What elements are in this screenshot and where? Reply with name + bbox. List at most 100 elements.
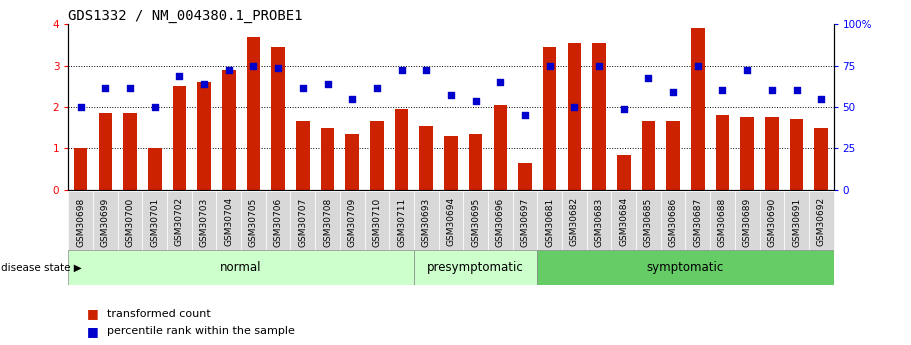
Text: GSM30699: GSM30699 [101,197,110,247]
FancyBboxPatch shape [340,191,364,250]
Text: symptomatic: symptomatic [647,261,724,274]
Bar [321,128,334,190]
Point [789,88,804,93]
Point [641,75,656,81]
Text: transformed count: transformed count [107,309,210,319]
Point [98,86,113,91]
Point [666,90,681,95]
Point [321,81,335,87]
Bar [494,105,507,190]
FancyBboxPatch shape [142,191,167,250]
Text: GSM30695: GSM30695 [471,197,480,247]
Text: GSM30711: GSM30711 [397,197,406,247]
Point [567,104,581,110]
Bar [518,163,532,190]
Bar [568,43,581,190]
Text: GSM30701: GSM30701 [150,197,159,247]
Text: ■: ■ [87,325,98,338]
FancyBboxPatch shape [191,191,217,250]
Text: GSM30700: GSM30700 [126,197,135,247]
Text: GSM30705: GSM30705 [249,197,258,247]
Point [592,63,607,68]
Bar [247,37,261,190]
Point [74,104,88,110]
Text: GSM30688: GSM30688 [718,197,727,247]
Bar [469,134,483,190]
FancyBboxPatch shape [636,191,660,250]
FancyBboxPatch shape [68,191,93,250]
Point [394,67,409,72]
Text: percentile rank within the sample: percentile rank within the sample [107,326,294,336]
FancyBboxPatch shape [660,191,685,250]
Bar [790,119,804,190]
Text: GSM30692: GSM30692 [817,197,825,246]
FancyBboxPatch shape [414,250,537,285]
Point [295,86,310,91]
FancyBboxPatch shape [68,250,414,285]
FancyBboxPatch shape [711,191,735,250]
FancyBboxPatch shape [118,191,142,250]
Text: GSM30710: GSM30710 [373,197,382,247]
Text: normal: normal [220,261,261,274]
FancyBboxPatch shape [685,191,711,250]
Text: GSM30702: GSM30702 [175,197,184,246]
Bar [123,113,137,190]
Bar [543,47,557,190]
FancyBboxPatch shape [488,191,513,250]
Bar [716,115,730,190]
Text: GSM30682: GSM30682 [570,197,578,246]
Text: GSM30709: GSM30709 [348,197,357,247]
Text: GSM30708: GSM30708 [323,197,332,247]
Text: GSM30694: GSM30694 [446,197,456,246]
Bar [445,136,457,190]
Bar [741,117,754,190]
Point [419,67,434,72]
FancyBboxPatch shape [513,191,537,250]
FancyBboxPatch shape [217,191,241,250]
Bar [691,28,704,190]
Text: disease state ▶: disease state ▶ [1,263,82,272]
Bar [222,70,236,190]
FancyBboxPatch shape [364,191,389,250]
FancyBboxPatch shape [167,191,191,250]
Bar [765,117,779,190]
Point [617,106,631,112]
Point [740,67,754,72]
FancyBboxPatch shape [438,191,464,250]
FancyBboxPatch shape [464,191,488,250]
Bar [296,121,310,190]
FancyBboxPatch shape [266,191,291,250]
Point [715,88,730,93]
Bar [198,82,210,190]
FancyBboxPatch shape [291,191,315,250]
FancyBboxPatch shape [389,191,414,250]
Point [246,63,261,68]
Text: GSM30684: GSM30684 [619,197,629,246]
Text: GSM30690: GSM30690 [767,197,776,247]
Bar [617,155,630,190]
FancyBboxPatch shape [93,191,118,250]
Point [814,96,828,101]
Text: GSM30706: GSM30706 [273,197,282,247]
Text: GDS1332 / NM_004380.1_PROBE1: GDS1332 / NM_004380.1_PROBE1 [68,9,302,23]
Point [197,81,211,87]
Bar [74,148,87,190]
FancyBboxPatch shape [809,191,834,250]
FancyBboxPatch shape [587,191,611,250]
Text: GSM30693: GSM30693 [422,197,431,247]
Point [542,63,557,68]
Point [123,86,138,91]
FancyBboxPatch shape [414,191,438,250]
Text: GSM30697: GSM30697 [520,197,529,247]
FancyBboxPatch shape [315,191,340,250]
Point [172,73,187,79]
Text: GSM30689: GSM30689 [742,197,752,247]
FancyBboxPatch shape [784,191,809,250]
Text: GSM30686: GSM30686 [669,197,678,247]
Bar [370,121,384,190]
Point [517,112,532,118]
Point [444,92,458,97]
Point [370,86,384,91]
FancyBboxPatch shape [735,191,760,250]
Bar [172,86,186,190]
